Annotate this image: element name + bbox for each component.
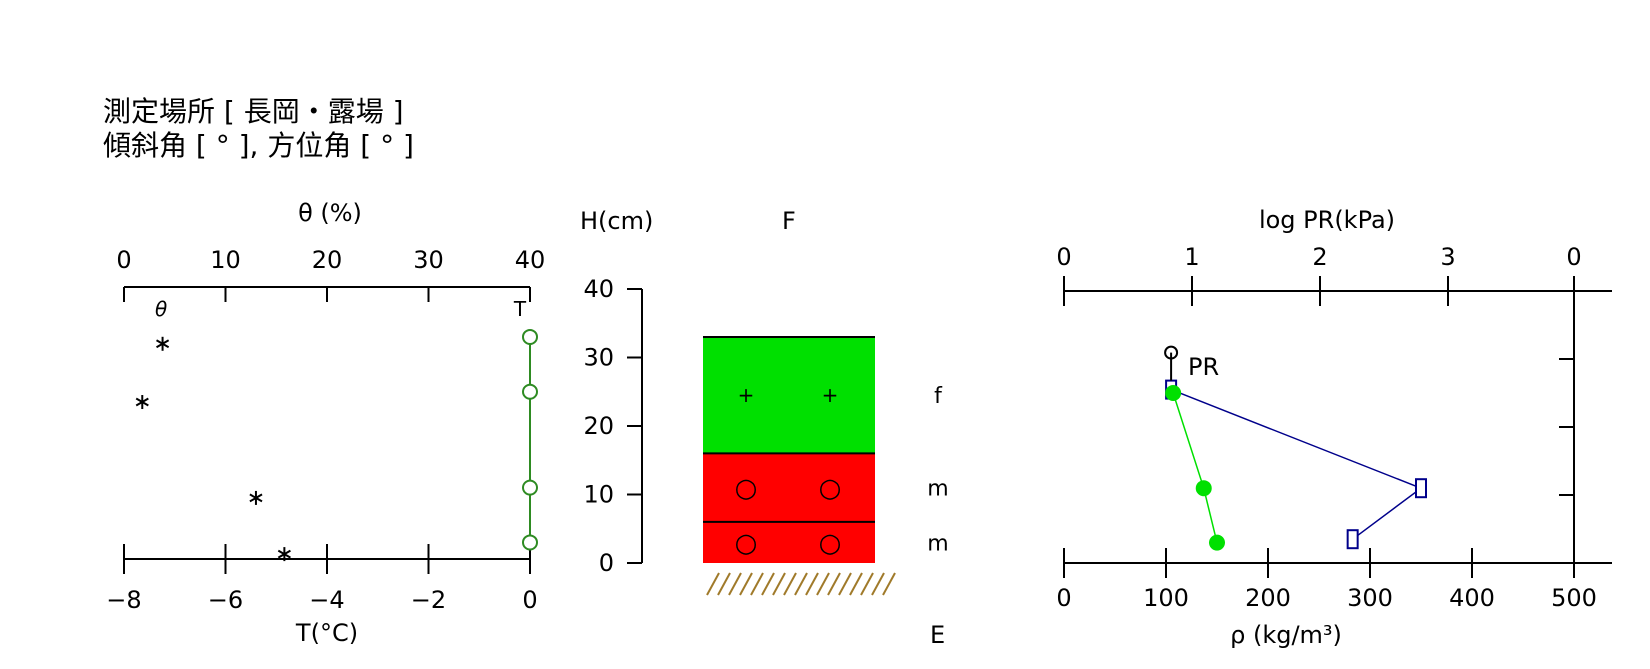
density-series-line: [1172, 392, 1218, 543]
grain-size-label: f: [934, 384, 943, 409]
temperature-tick-label: −8: [106, 586, 141, 614]
theta-point: [135, 395, 149, 410]
theta-axis-title: θ (%): [298, 199, 362, 227]
density-tick-label: 0: [1056, 584, 1071, 612]
pr-series-label: PR: [1188, 353, 1219, 381]
log-pr-tick-label: 2: [1312, 243, 1327, 271]
grain-size-label: m: [927, 477, 948, 502]
density-tick-label: 300: [1347, 584, 1393, 612]
height-tick-label: 20: [583, 412, 614, 440]
height-axis-title: H(cm): [580, 207, 653, 235]
density-tick-label: 500: [1551, 584, 1597, 612]
log-pr-tick-label: 0: [1056, 243, 1071, 271]
height-tick-label: 0: [599, 549, 614, 577]
log-pr-tick-label: 0: [1566, 243, 1581, 271]
density-tick-label: 100: [1143, 584, 1189, 612]
grain-shape-symbol: +: [738, 383, 755, 407]
density-tick-label: 200: [1245, 584, 1291, 612]
density-point: [1209, 534, 1225, 551]
temperature-point: [522, 534, 538, 551]
temperature-tick-label: −2: [411, 586, 446, 614]
temperature-point: [522, 328, 538, 345]
snow-layer: [703, 521, 875, 563]
pr-point: [1415, 478, 1427, 499]
snow-layer: [703, 336, 875, 454]
log-pr-axis-title: log PR(kPa): [1259, 206, 1395, 234]
theta-series-label: θ: [155, 297, 167, 321]
theta-point: [277, 547, 291, 562]
theta-point: [156, 336, 170, 351]
temperature-tick-label: −6: [208, 586, 243, 614]
log-pr-tick-label: 1: [1184, 243, 1199, 271]
stratigraphy-panel: H(cm) F 0 10 20 30 40 + + f ○ ○ m ○ ○ m E: [580, 207, 949, 649]
temperature-point: [522, 479, 538, 496]
log-pr-tick-label: 3: [1440, 243, 1455, 271]
temperature-point: [522, 383, 538, 400]
grain-shape-symbol: ○: [819, 528, 842, 558]
theta-tick-label: 20: [312, 246, 343, 274]
theta-tick-label: 40: [515, 246, 546, 274]
height-tick-label: 40: [583, 275, 614, 303]
slope-aspect-line: 傾斜角 [ ° ], 方位角 [ ° ]: [103, 129, 414, 162]
ground-hatch: [706, 572, 896, 596]
temperature-series-label: T: [513, 297, 527, 321]
theta-tick-label: 10: [210, 246, 241, 274]
grain-size-label: m: [927, 531, 948, 556]
density-point: [1195, 480, 1212, 497]
theta-point: [249, 490, 263, 505]
density-tick-label: 400: [1449, 584, 1495, 612]
height-tick-label: 30: [583, 344, 614, 372]
density-axis-title: ρ (kg/m³): [1230, 621, 1342, 649]
height-tick-label: 10: [583, 481, 614, 509]
bottom-column-label: E: [930, 621, 945, 649]
temperature-tick-label: 0: [522, 586, 537, 614]
pr-series-line: [1170, 388, 1423, 540]
site-title: 測定場所 [ 長岡・露場 ]: [103, 95, 404, 128]
theta-tick-label: 30: [413, 246, 444, 274]
theta-tick-label: 0: [116, 246, 131, 274]
form-column-header: F: [782, 207, 796, 235]
density-hardness-panel: log PR(kPa) 0 1 2 3 0 0 100 200 300 400 500 PR ρ …: [1056, 206, 1612, 649]
grain-shape-symbol: ○: [735, 528, 758, 558]
grain-shape-symbol: ○: [735, 474, 758, 504]
grain-shape-symbol: +: [822, 383, 839, 407]
temperature-moisture-panel: θ (%) 0 10 20 30 40 −8 −6 −4 −2 0 θ T T(°C): [106, 199, 545, 647]
temperature-tick-label: −4: [309, 586, 344, 614]
grain-shape-symbol: ○: [819, 474, 842, 504]
temperature-axis-title: T(°C): [295, 619, 358, 647]
pr-point: [1346, 529, 1359, 550]
snow-layer: [703, 453, 875, 522]
density-point: [1165, 385, 1182, 401]
